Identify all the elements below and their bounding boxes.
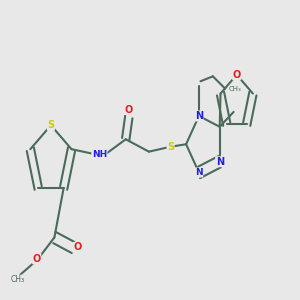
Text: NH: NH bbox=[92, 150, 107, 159]
Text: O: O bbox=[125, 105, 133, 115]
Text: S: S bbox=[47, 120, 55, 130]
Text: N: N bbox=[195, 168, 203, 177]
Text: N: N bbox=[195, 111, 203, 121]
Text: CH₃: CH₃ bbox=[10, 275, 24, 284]
Text: O: O bbox=[33, 254, 41, 264]
Text: S: S bbox=[167, 142, 174, 152]
Text: O: O bbox=[74, 242, 82, 252]
Text: CH₃: CH₃ bbox=[229, 86, 242, 92]
Text: O: O bbox=[232, 70, 241, 80]
Text: N: N bbox=[216, 157, 224, 167]
